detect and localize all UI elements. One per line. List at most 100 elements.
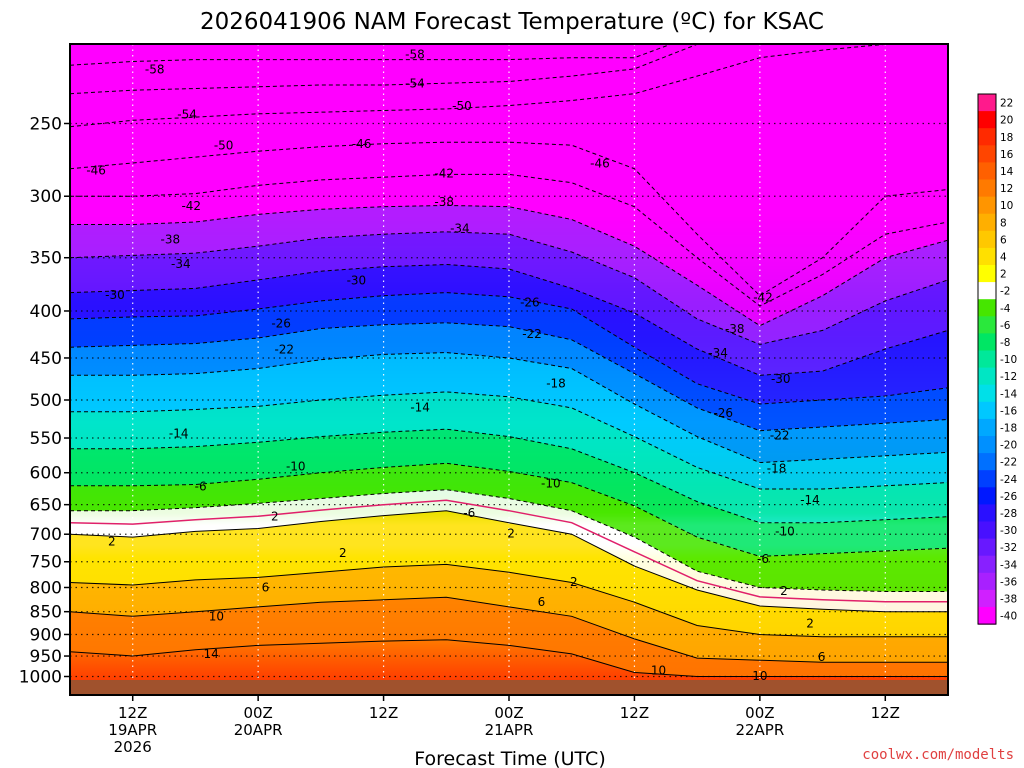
- temperature-band: [70, 292, 948, 431]
- colorbar-label: 12: [1000, 183, 1013, 195]
- isotherm-label: 14: [203, 647, 218, 661]
- x-tick-label: 12Z: [118, 704, 147, 722]
- x-tick-label: 12Z: [369, 704, 398, 722]
- colorbar-label: 8: [1000, 217, 1007, 229]
- colorbar-frame: [977, 93, 997, 625]
- isotherm-label: 10: [651, 664, 666, 678]
- isotherm-label: -34: [171, 257, 191, 271]
- temperature-band: [70, 564, 948, 663]
- colorbar-swatch: [978, 521, 996, 540]
- colorbar-label: -18: [1000, 422, 1017, 434]
- isotherm--2: [70, 489, 948, 592]
- colorbar-swatch: [978, 401, 996, 420]
- freezing-line: [70, 499, 948, 603]
- temperature-band: [70, 391, 948, 523]
- isotherm-6: [70, 563, 948, 638]
- temperature-band: [70, 44, 948, 296]
- isotherm-label: -50: [452, 99, 472, 113]
- credit-text: coolwx.com/modelts: [862, 747, 1014, 763]
- chart-title: 2026041906 NAM Forecast Temperature (ºC)…: [200, 9, 824, 35]
- colorbar-legend: 22 20 18 16 14 12 10 8 6 4 2 -2 -4 -6 -8 -10 -12 -14 -16 -1…: [977, 93, 1017, 625]
- isotherm--18: [70, 352, 948, 464]
- temperature-bands: [70, 44, 948, 677]
- colorbar-label: -30: [1000, 525, 1017, 537]
- isotherm-label: 10: [209, 609, 224, 623]
- isotherm-label: 2: [108, 535, 116, 549]
- colorbar-label: -34: [1000, 559, 1017, 571]
- colorbar-swatch: [978, 196, 996, 215]
- y-tick-label: 950: [30, 647, 62, 667]
- isotherm--42: [70, 173, 948, 307]
- colorbar-label: -32: [1000, 542, 1017, 554]
- y-tick-label: 700: [30, 525, 62, 545]
- isotherm-label: 2: [507, 527, 515, 541]
- colorbar-label: 2: [1000, 269, 1007, 281]
- y-tick-label: 400: [30, 302, 62, 322]
- temperature-band: [70, 44, 701, 94]
- x-tick-label: 2026: [114, 738, 152, 756]
- isotherm-14: [70, 639, 948, 677]
- isotherm-label: 10: [752, 669, 767, 683]
- isotherm-label: -58: [145, 62, 165, 76]
- y-tick-label: 750: [30, 553, 62, 573]
- isotherm-label: -26: [271, 316, 291, 330]
- gridlines: [70, 44, 948, 695]
- colorbar-swatch: [978, 453, 996, 471]
- colorbar-swatch: [978, 247, 996, 266]
- plot-area: -58 -58 -54 -54 -50 -50 -46 -46 -46 -42 -42 -42 -38 -…: [70, 44, 948, 695]
- colorbar-swatch: [978, 572, 996, 591]
- colorbar-swatch: [978, 128, 996, 146]
- isotherm-label: -50: [214, 139, 234, 153]
- y-tick-label: 900: [30, 625, 62, 645]
- x-tick-label: 00Z: [745, 704, 774, 722]
- isotherm-label: -10: [286, 460, 306, 474]
- colorbar-label: -6: [1000, 320, 1011, 332]
- temperature-band: [70, 597, 948, 677]
- isotherm-label: -42: [181, 199, 201, 213]
- isotherm-label: -26: [520, 295, 540, 309]
- colorbar-label: -12: [1000, 371, 1017, 383]
- colorbar-label: -40: [1000, 611, 1017, 623]
- colorbar-label: -10: [1000, 354, 1017, 366]
- colorbar-swatch: [978, 384, 996, 403]
- x-tick-label: 19APR: [108, 721, 157, 739]
- temperature-band: [70, 231, 948, 376]
- isotherm-label: 2: [271, 510, 279, 524]
- colorbar-swatch: [978, 265, 996, 283]
- x-axis-label: Forecast Time (UTC): [414, 748, 605, 768]
- colorbar-swatch: [978, 555, 996, 574]
- x-tick-label: 00Z: [494, 704, 523, 722]
- isotherm-label: -46: [590, 156, 610, 170]
- isotherm-label: -42: [753, 290, 773, 304]
- isotherm-2: [70, 510, 948, 613]
- isotherm-label: 2: [806, 617, 814, 631]
- x-tick-label: 22APR: [735, 721, 784, 739]
- x-tick-label: 21APR: [485, 721, 534, 739]
- colorbar-swatch: [978, 316, 996, 334]
- colorbar-swatch: [978, 538, 996, 557]
- y-tick-label: 450: [30, 349, 62, 369]
- isotherm-label: -30: [771, 372, 791, 386]
- colorbar-swatch: [978, 179, 996, 198]
- isotherm-label: -38: [161, 233, 181, 247]
- y-axis: 2503003504004505005506006507007508008509…: [19, 115, 70, 688]
- isotherm-label: -58: [405, 47, 425, 61]
- y-tick-label: 650: [30, 496, 62, 516]
- isotherm-label: -54: [177, 107, 197, 121]
- colorbar-label: 14: [1000, 166, 1014, 178]
- isotherm-label: -30: [347, 273, 367, 287]
- colorbar-swatch: [978, 145, 996, 163]
- isotherm-label: -6: [195, 479, 207, 493]
- colorbar-label: -4: [1000, 303, 1011, 315]
- temperature-band: [70, 510, 948, 637]
- colorbar-swatch: [978, 350, 996, 369]
- isotherm-label: -6: [463, 506, 475, 520]
- isotherm-label: -54: [405, 77, 425, 91]
- isotherm--34: [70, 231, 948, 345]
- isotherm-label: -26: [713, 406, 733, 420]
- colorbar-label: 16: [1000, 149, 1014, 161]
- temperature-band: [70, 463, 948, 592]
- isotherm-label: -22: [522, 327, 542, 341]
- y-tick-label: 300: [30, 187, 62, 207]
